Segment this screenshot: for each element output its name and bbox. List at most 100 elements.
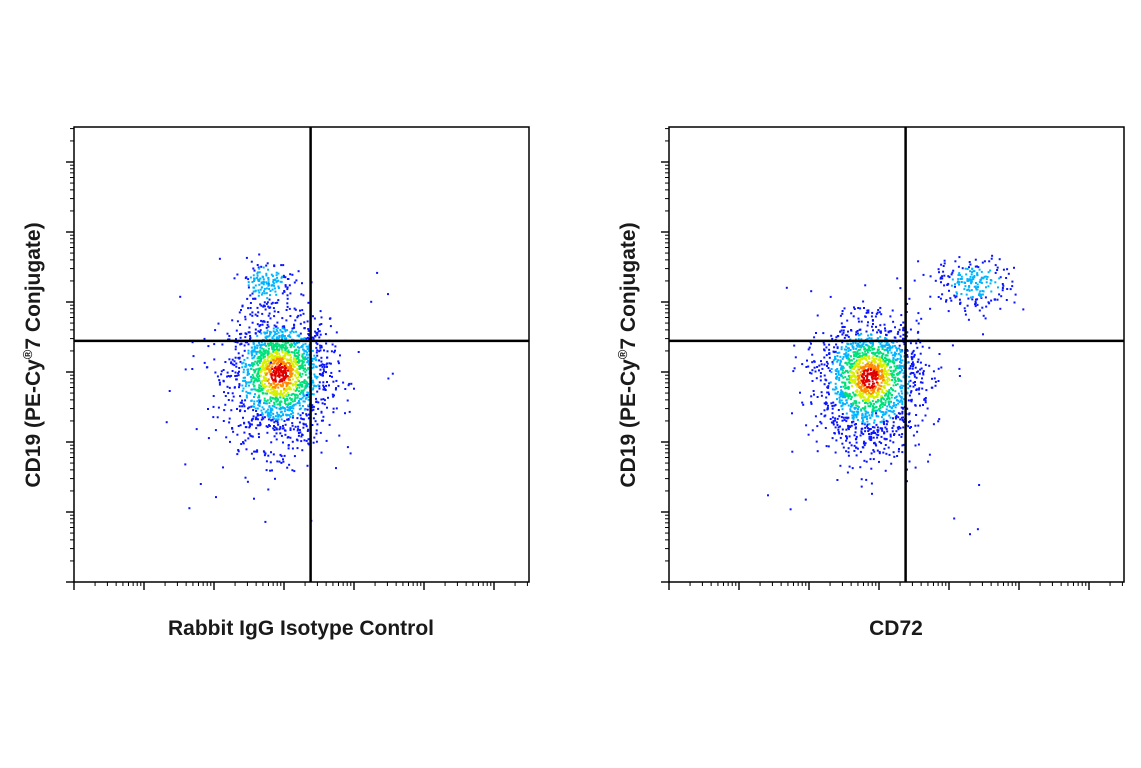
event-dot <box>853 449 856 452</box>
event-dot <box>259 303 262 306</box>
event-dot <box>884 337 887 339</box>
event-dot <box>298 335 301 338</box>
event-dot <box>286 278 289 280</box>
event-dot <box>890 373 893 376</box>
event-dot <box>887 409 890 412</box>
event-dot <box>963 307 966 310</box>
event-dot <box>260 344 263 346</box>
event-dot <box>259 359 262 362</box>
event-dot <box>251 388 254 391</box>
event-dot <box>901 406 904 409</box>
event-dot <box>861 362 864 365</box>
event-dot <box>290 367 293 370</box>
event-dot <box>994 281 997 284</box>
event-dot <box>228 421 231 424</box>
event-dot <box>226 371 229 374</box>
event-dot <box>268 283 271 286</box>
event-dot <box>866 362 869 365</box>
event-dot <box>831 362 834 365</box>
event-dot <box>863 307 865 309</box>
event-dot <box>911 361 914 364</box>
event-dot <box>230 362 233 365</box>
event-dot <box>283 337 286 340</box>
event-dot <box>272 388 275 390</box>
event-dot <box>943 284 946 287</box>
event-dot <box>894 390 897 393</box>
event-dot <box>892 376 895 379</box>
event-dot <box>302 426 305 429</box>
event-dot <box>872 366 875 369</box>
event-dot <box>275 438 278 441</box>
event-dot <box>855 413 858 416</box>
event-dot <box>842 372 845 375</box>
event-dot <box>315 397 317 400</box>
event-dot <box>924 363 927 366</box>
event-dot <box>876 430 879 433</box>
event-dot <box>897 392 900 395</box>
event-dot <box>263 305 266 308</box>
event-dot <box>283 326 286 329</box>
event-dot <box>255 350 258 353</box>
event-dot <box>814 370 817 373</box>
event-dot <box>256 271 259 274</box>
event-dot <box>917 370 919 373</box>
event-dot <box>270 392 273 395</box>
event-dot <box>328 317 331 320</box>
event-dot <box>257 388 260 391</box>
event-dot <box>901 359 904 362</box>
event-dot <box>881 366 883 369</box>
event-dot <box>319 346 322 349</box>
event-dot <box>851 344 854 347</box>
event-dot <box>856 350 859 353</box>
event-dot <box>250 375 252 378</box>
event-dot <box>894 326 896 329</box>
event-dot <box>285 389 287 392</box>
event-dot <box>266 365 269 368</box>
event-dot <box>252 290 255 293</box>
event-dot <box>875 394 878 397</box>
event-dot <box>232 395 235 398</box>
event-dot <box>896 332 899 335</box>
event-dot <box>868 414 871 417</box>
event-dot <box>979 295 982 297</box>
event-dot <box>283 391 286 394</box>
event-dot <box>265 349 268 352</box>
event-dot <box>868 361 871 364</box>
event-dot <box>899 385 902 388</box>
event-dot <box>255 427 258 430</box>
event-dot <box>854 426 857 429</box>
event-dot <box>236 273 239 276</box>
event-dot <box>282 335 285 338</box>
event-dot <box>184 463 187 466</box>
event-dot <box>297 270 300 273</box>
event-dot <box>314 375 317 378</box>
event-dot <box>969 270 972 273</box>
event-dot <box>284 329 287 332</box>
event-dot <box>934 279 937 282</box>
event-dot <box>885 375 888 378</box>
event-dot <box>898 425 901 428</box>
event-dot <box>980 270 983 273</box>
event-dot <box>274 391 277 394</box>
event-dot <box>898 401 901 404</box>
event-dot <box>270 302 273 305</box>
event-dot <box>260 304 263 307</box>
event-dot <box>839 401 842 404</box>
event-dot <box>274 331 277 334</box>
event-dot <box>846 437 848 440</box>
event-dot <box>835 336 838 339</box>
event-dot <box>847 353 850 356</box>
event-dot <box>867 334 870 337</box>
event-dot <box>892 417 894 420</box>
event-dot <box>304 371 307 374</box>
event-dot <box>292 351 295 354</box>
event-dot <box>233 364 236 367</box>
event-dot <box>870 315 873 318</box>
event-dot <box>887 393 890 396</box>
event-dot <box>938 418 941 421</box>
event-dot <box>316 423 319 426</box>
event-dot <box>267 488 270 491</box>
event-dot <box>263 331 266 334</box>
event-dot <box>832 420 835 423</box>
event-dot <box>974 285 977 288</box>
